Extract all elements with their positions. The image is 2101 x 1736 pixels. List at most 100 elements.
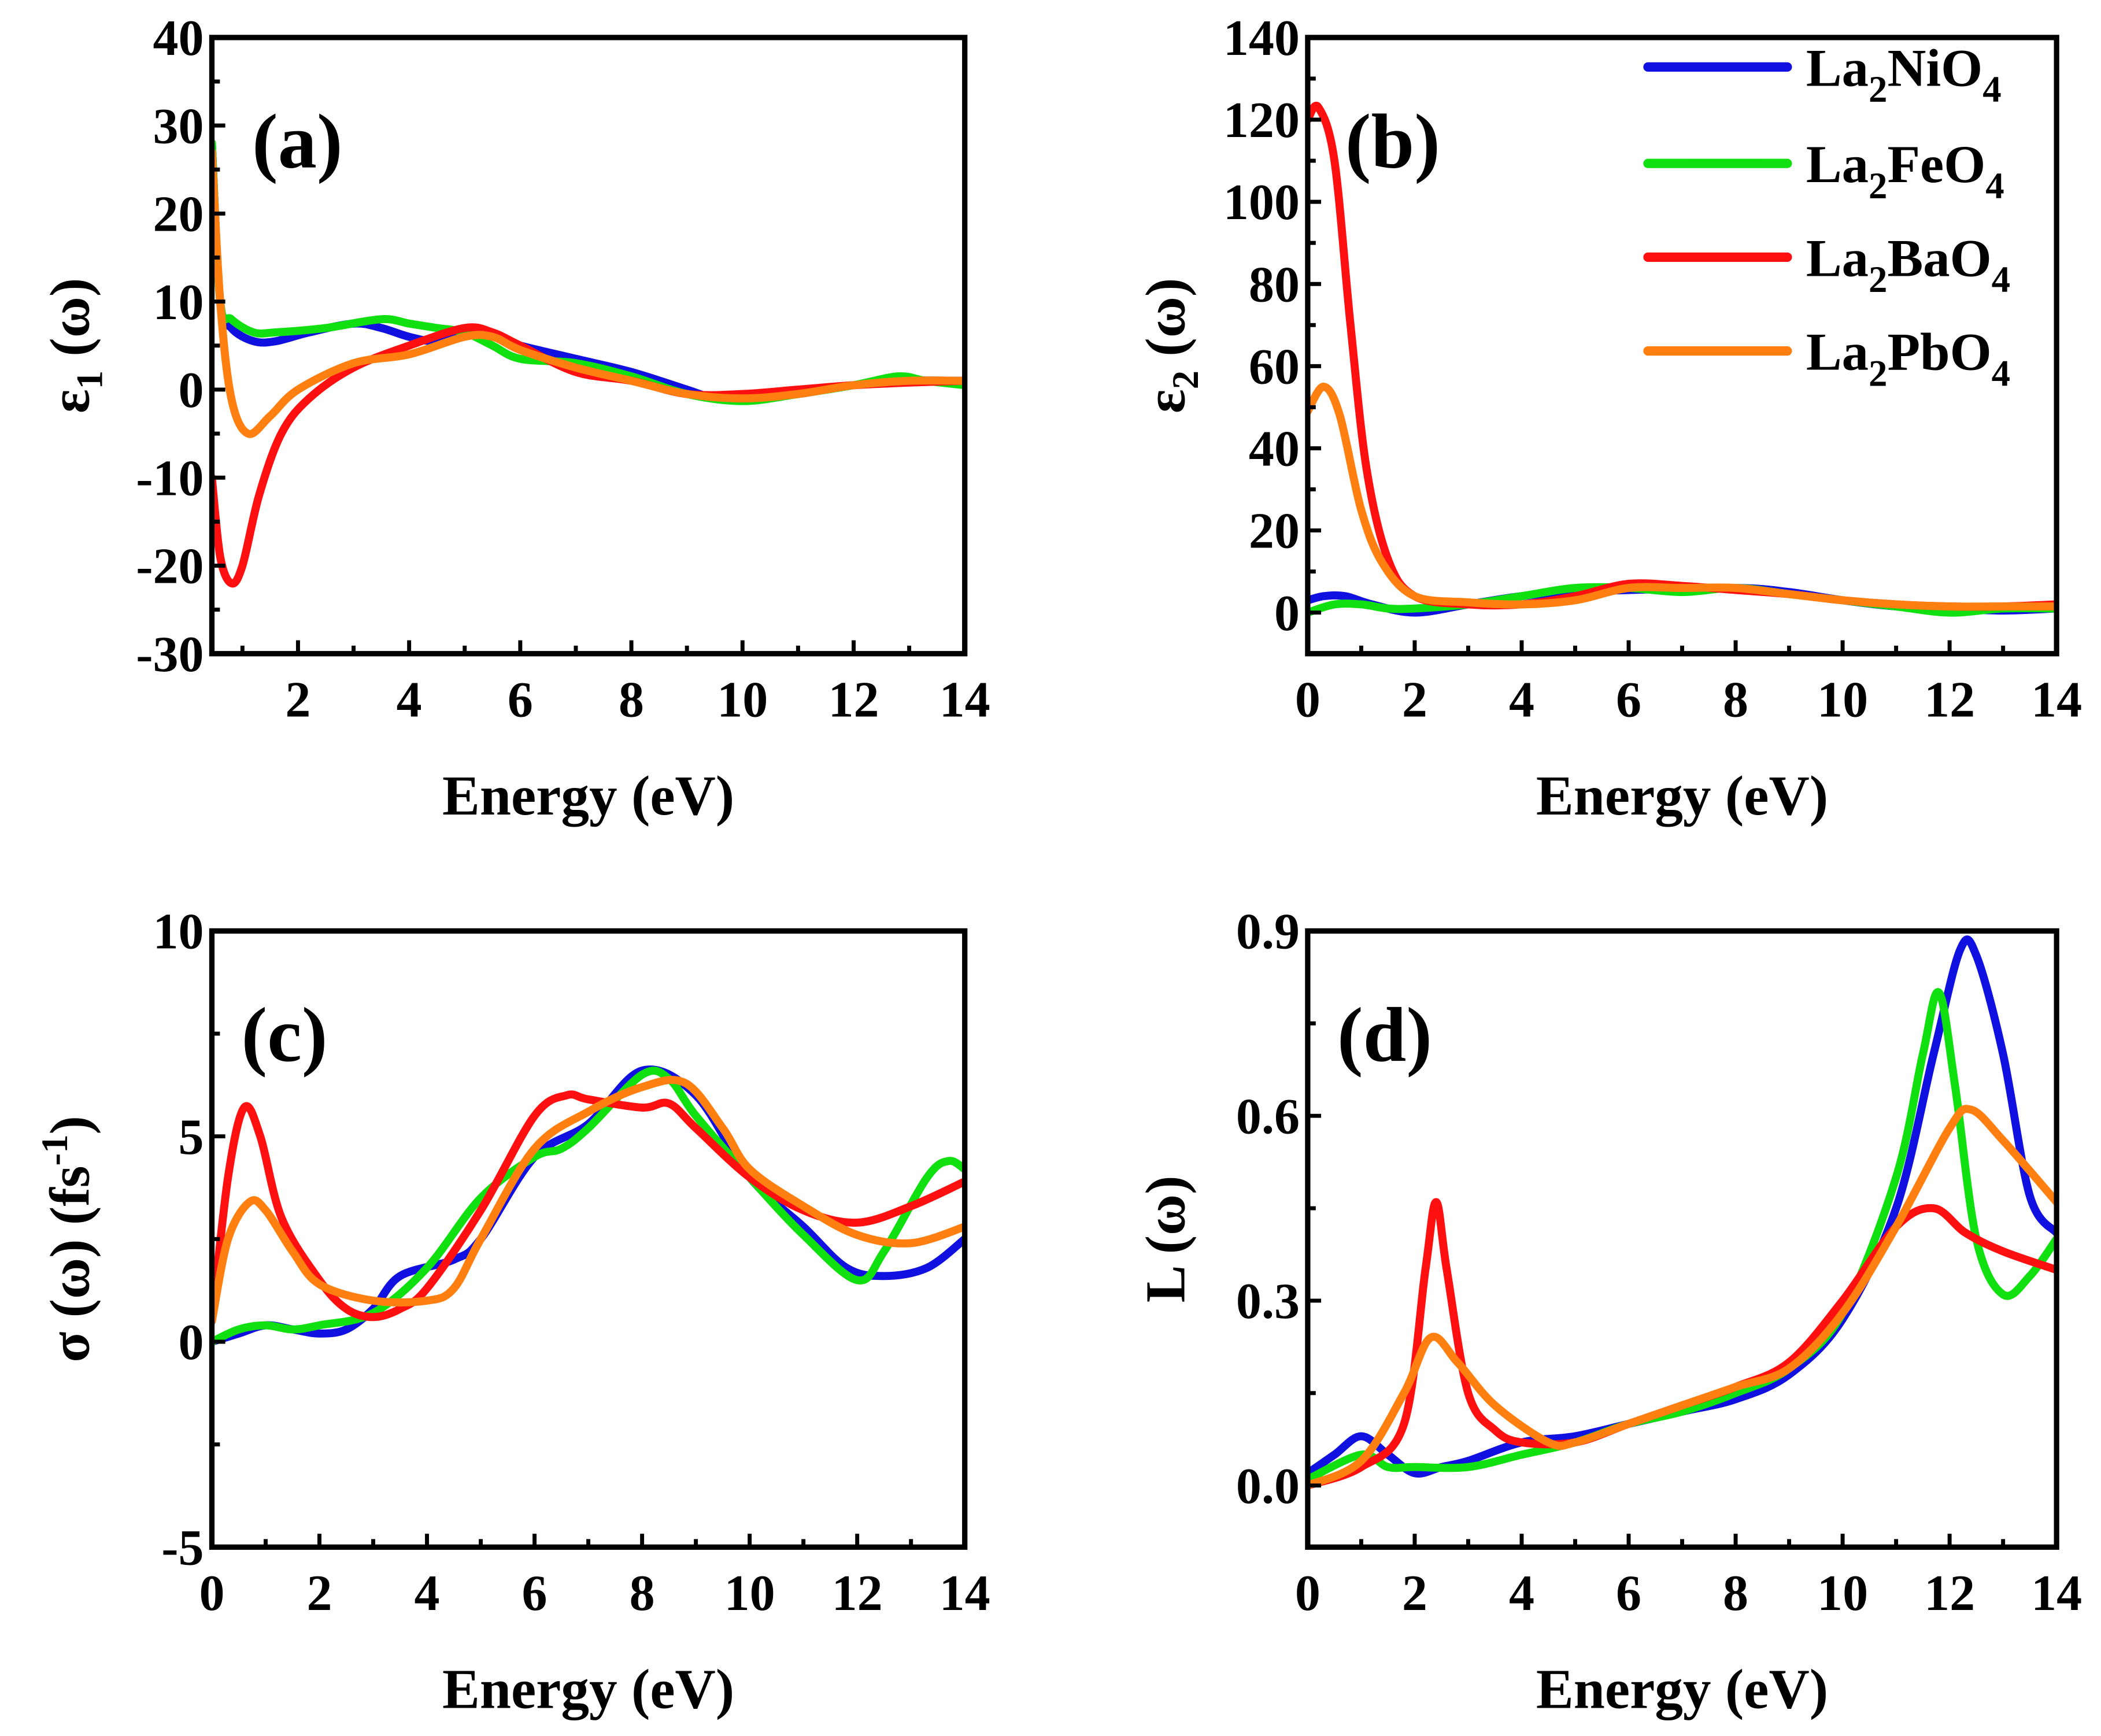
x-axis-title: Energy (eV) [442,765,734,827]
y-axis-title-main: ε [39,389,101,413]
legend-item-La2BaO4: La2BaO4 [1643,228,2010,301]
x-tick-label: 6 [1616,672,1641,728]
legend-label: La2PbO4 [1806,323,2010,395]
x-tick-label: 6 [522,1565,548,1622]
y-axis-title-rest: ) [39,1116,101,1134]
x-tick-label: 0 [199,1565,224,1622]
x-axis-title: Energy (eV) [442,1658,734,1720]
y-tick-label: 60 [1249,339,1300,395]
y-axis-title-subscript: 2 [1165,371,1207,389]
x-tick-label: 0 [1295,1565,1320,1622]
legend-label-part: La [1806,323,1869,382]
series-line-La2PbO4 [1307,382,2057,611]
x-axis-title: Energy (eV) [1536,765,1828,827]
legend-label-part: NiO [1887,38,1982,98]
x-tick-label: 4 [1509,1565,1534,1622]
y-tick-label: 0.3 [1236,1274,1300,1330]
panel-a: 2 4 6 8 10 12 14 -30 -20 -10 0 10 20 30 40 Energy (eV) ε… [39,10,990,827]
y-axis-title-main: L (ω) [1135,1175,1197,1302]
series-line-La2PbO4 [212,147,965,438]
y-tick-label: 40 [153,10,204,66]
x-tick-label: 14 [2031,672,2082,728]
x-tick-label: 2 [306,1565,332,1622]
x-tick-label: 2 [285,672,310,728]
y-tick-label: 0 [1274,586,1300,642]
legend-item-La2PbO4: La2PbO4 [1643,323,2010,395]
x-tick-label: 4 [415,1565,440,1622]
x-tick-label: 8 [1723,1565,1748,1622]
y-tick-label: 30 [153,98,204,154]
x-tick-label: 2 [1402,1565,1427,1622]
series-line-La2PbO4 [1307,1105,2057,1490]
y-axis-title-rest: (ω) [1135,278,1197,371]
x-tick-label: 12 [832,1565,883,1622]
x-tick-label: 8 [630,1565,655,1622]
legend-item-La2FeO4: La2FeO4 [1643,135,2004,207]
legend-item-La2NiO4: La2NiO4 [1643,38,2002,110]
y-axis-title-main: ε [1135,389,1197,413]
legend-label-subscript: 4 [1982,69,2001,110]
legend-label-subscript: 2 [1869,353,1887,394]
panel-label: (c) [241,992,327,1078]
panel-label: (a) [252,99,343,185]
y-axis-title-superscript: -1 [34,1134,76,1165]
y-axis-title-subscript: 1 [69,371,110,389]
y-tick-label: 0 [179,362,204,419]
y-tick-label: 20 [1249,504,1300,560]
panel-label: (b) [1345,99,1440,185]
panel-d: 0 2 4 6 8 10 12 14 0.0 0.3 0.6 0.9 Energy (eV) L (ω) (… [1135,904,2082,1721]
y-tick-label: -30 [136,627,204,683]
legend-label-part: La [1806,228,1869,288]
x-tick-label: 10 [1817,672,1868,728]
x-tick-label: 12 [1924,672,1975,728]
y-axis-title: ε2 (ω) [1135,278,1207,413]
series-line-La2FeO4 [212,1067,965,1346]
y-tick-label: 0 [179,1315,204,1371]
y-axis-title: ε1 (ω) [39,278,110,413]
y-axis-title: σ (ω) (fs-1) [34,1116,101,1363]
legend-label-subscript: 2 [1869,259,1887,301]
x-tick-label: 12 [1924,1565,1975,1622]
y-tick-label: 5 [179,1109,204,1165]
y-tick-label: 10 [153,904,204,960]
series-line-La2BaO4 [212,323,965,588]
x-tick-label: 4 [397,672,422,728]
x-tick-label: 12 [828,672,879,728]
legend-label: La2FeO4 [1806,135,2004,207]
series-line-La2BaO4 [212,1090,965,1326]
x-tick-label: 2 [1402,672,1427,728]
legend-label-subscript: 4 [1992,353,2010,394]
x-tick-label: 14 [939,1565,990,1622]
x-tick-label: 8 [619,672,644,728]
x-tick-label: 10 [717,672,768,728]
x-tick-label: 8 [1723,672,1748,728]
y-tick-label: 120 [1223,92,1300,149]
y-tick-label: 10 [153,275,204,331]
legend-label-part: PbO [1887,323,1991,382]
panel-label: (d) [1337,992,1432,1078]
y-tick-label: -5 [161,1520,204,1576]
legend-label-subscript: 2 [1869,165,1887,207]
x-tick-label: 6 [508,672,533,728]
x-tick-label: 4 [1509,672,1534,728]
y-tick-label: 100 [1223,175,1300,231]
y-tick-label: 20 [153,187,204,243]
y-axis-title: L (ω) [1135,1175,1197,1302]
legend-label-subscript: 2 [1869,69,1887,110]
x-tick-label: 0 [1295,672,1320,728]
y-tick-label: 80 [1249,257,1300,313]
legend-label: La2NiO4 [1806,38,2002,110]
y-tick-label: 0.9 [1236,904,1300,960]
legend-label-part: FeO [1887,135,1985,194]
x-tick-label: 6 [1616,1565,1641,1622]
y-axis-title-main: σ (ω) (fs [39,1165,101,1362]
x-tick-label: 10 [724,1565,775,1622]
legend-label-subscript: 4 [1992,259,2010,301]
x-tick-label: 14 [2031,1565,2082,1622]
x-tick-label: 10 [1817,1565,1868,1622]
y-tick-label: 0.0 [1236,1459,1300,1515]
y-tick-label: 140 [1223,10,1300,66]
